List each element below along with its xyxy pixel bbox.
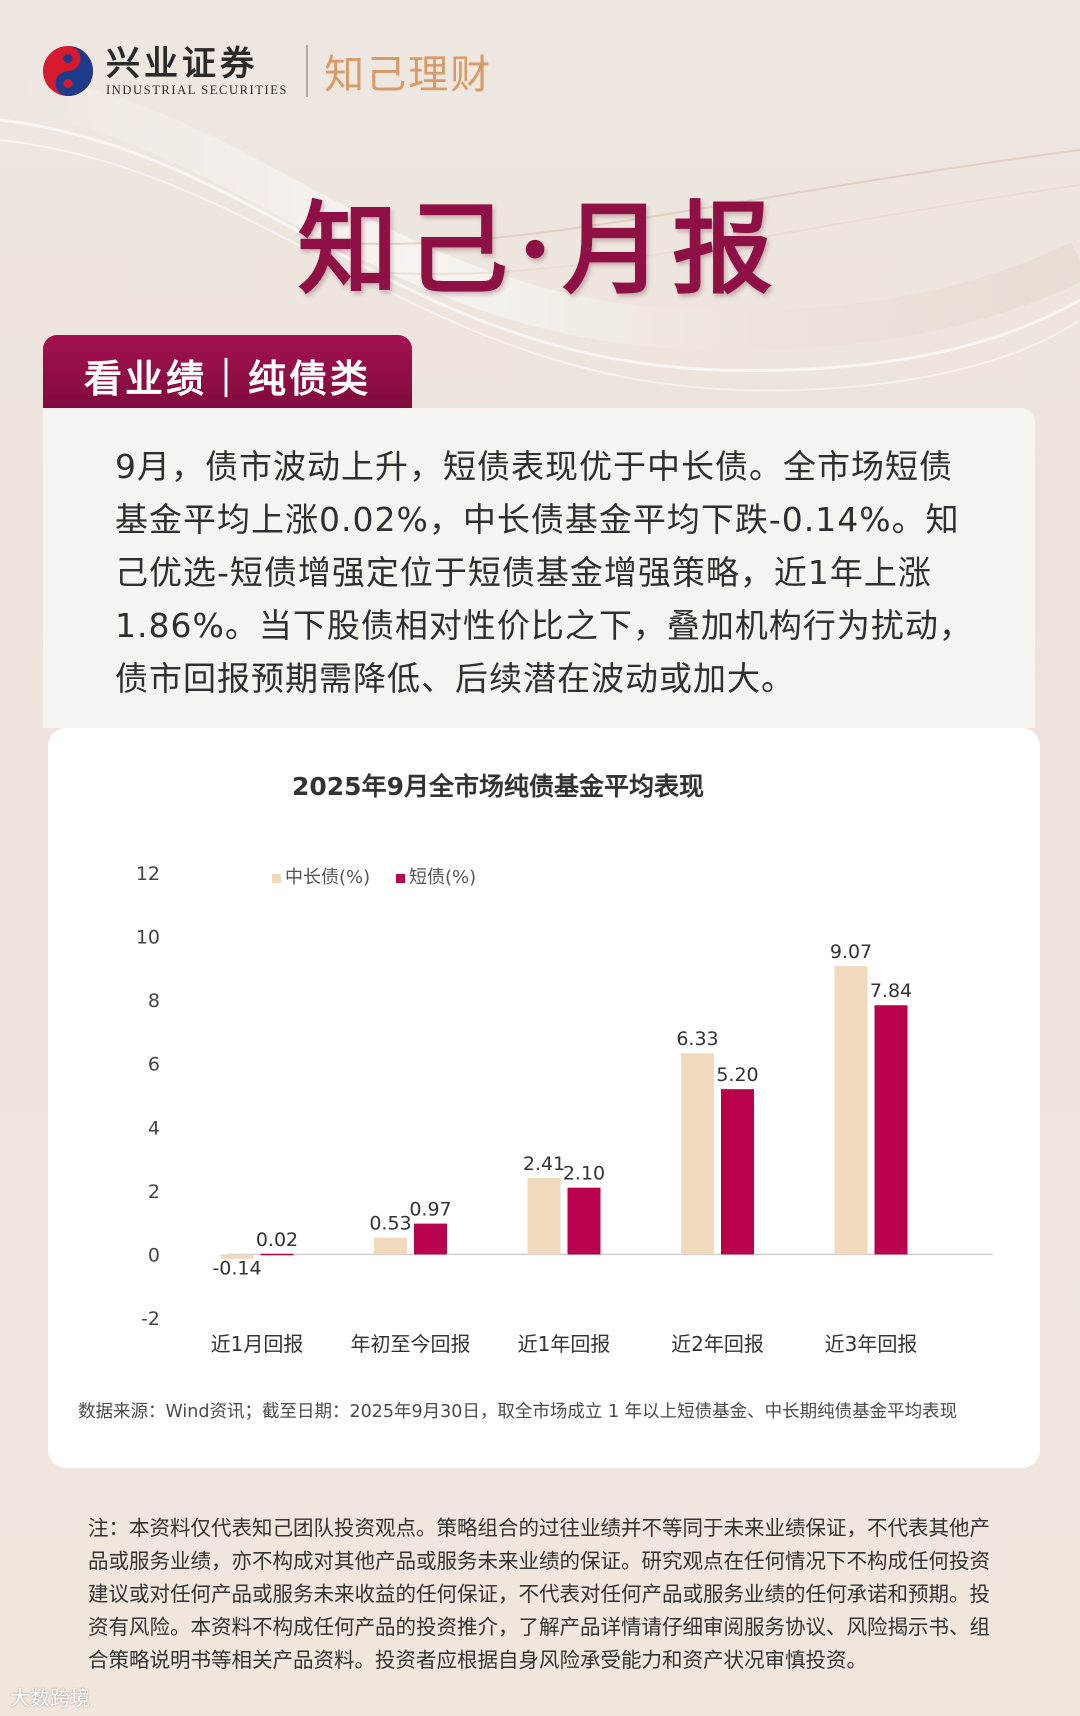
bar-1-4 <box>874 1005 908 1255</box>
bar-0-4 <box>834 966 868 1255</box>
product-name: 知己理财 <box>324 52 493 98</box>
x-tick-label-2: 近1年回报 <box>518 1332 611 1356</box>
data-label-0-1: 0.53 <box>369 1213 411 1235</box>
y-tick-label-1: 0 <box>148 1244 160 1266</box>
legend-label-0: 中长债(%) <box>285 867 370 888</box>
brand-name-cn: 兴业证券 <box>106 44 258 84</box>
y-tick-label-4: 6 <box>148 1054 160 1076</box>
data-label-1-4: 7.84 <box>870 980 912 1002</box>
bar-chart: 2025年9月全市场纯债基金平均表现 中长债(%) 短债(%) -2 0 2 4 6 8 10… <box>136 772 993 1356</box>
disclaimer-note: 注：本资料仅代表知己团队投资观点。策略组合的过往业绩并不等同于未来业绩保证，不代… <box>88 1516 990 1672</box>
background-swirl <box>0 70 1080 392</box>
summary-card: 9月，债市波动上升，短债表现优于中长债。全市场短债基金平均上涨0.02%，中长债… <box>43 408 1035 728</box>
data-label-1-2: 2.10 <box>563 1163 605 1185</box>
data-label-0-4: 9.07 <box>830 941 872 963</box>
brand-logo: 兴业证券 INDUSTRIAL SECURITIES 知己理财 <box>42 42 492 100</box>
data-label-0-2: 2.41 <box>523 1153 565 1175</box>
bar-0-0 <box>220 1254 254 1259</box>
data-label-0-3: 6.33 <box>676 1028 718 1050</box>
industrial-securities-logo-icon <box>43 46 93 96</box>
chart-bars: -0.14 0.02 0.530.97 2.412.10 6.33 5.20 9.07 7.8… <box>212 941 912 1279</box>
watermark-text: 大数跨境 <box>10 1686 90 1710</box>
x-axis: 近1月回报 年初至今回报 近1年回报 近2年回报 近3年回报 <box>211 1332 918 1356</box>
y-tick-label-6: 10 <box>136 927 160 949</box>
x-tick-label-0: 近1月回报 <box>211 1332 304 1356</box>
bar-0-3 <box>681 1053 714 1255</box>
x-tick-label-1: 年初至今回报 <box>351 1332 471 1356</box>
hero-title: 知己·月报 <box>297 190 783 308</box>
y-tick-label-5: 8 <box>148 990 160 1012</box>
logo-divider <box>306 45 309 97</box>
y-tick-label-3: 4 <box>148 1117 160 1139</box>
bar-1-3 <box>721 1089 754 1255</box>
legend-swatch-1 <box>396 874 405 883</box>
data-label-0-0: -0.14 <box>212 1257 261 1279</box>
chart-title: 2025年9月全市场纯债基金平均表现 <box>292 772 704 801</box>
bar-0-2 <box>527 1177 561 1255</box>
data-label-1-1: 0.97 <box>409 1199 451 1221</box>
data-label-1-0: 0.02 <box>256 1229 298 1251</box>
legend-swatch-0 <box>272 874 281 883</box>
section-tab-label: 看业绩｜纯债类 <box>83 355 371 401</box>
y-tick-label-7: 12 <box>136 863 160 885</box>
chart-legend: 中长债(%) 短债(%) <box>272 867 476 888</box>
bar-0-1 <box>374 1237 407 1255</box>
watermark: 大数跨境 <box>10 1682 90 1711</box>
brand-name-en: INDUSTRIAL SECURITIES <box>106 83 289 97</box>
chart-card: 2025年9月全市场纯债基金平均表现 中长债(%) 短债(%) -2 0 2 4 6 8 10… <box>48 728 1040 1468</box>
bar-1-0 <box>260 1253 294 1256</box>
data-label-1-3: 5.20 <box>716 1064 758 1086</box>
y-tick-label-2: 2 <box>148 1181 160 1203</box>
data-source-note: 数据来源：Wind资讯；截至日期：2025年9月30日，取全市场成立 1 年以上… <box>78 1402 958 1422</box>
x-tick-label-3: 近2年回报 <box>671 1332 764 1356</box>
section-tab: 看业绩｜纯债类 <box>43 335 412 415</box>
y-tick-label-0: -2 <box>141 1308 160 1330</box>
x-tick-label-4: 近3年回报 <box>825 1332 918 1356</box>
legend-label-1: 短债(%) <box>409 867 476 888</box>
bar-1-1 <box>414 1223 447 1255</box>
y-axis: -2 0 2 4 6 8 10 12 <box>136 863 993 1330</box>
summary-text: 9月，债市波动上升，短债表现优于中长债。全市场短债基金平均上涨0.02%，中长债… <box>115 447 973 698</box>
bar-1-2 <box>567 1187 601 1255</box>
